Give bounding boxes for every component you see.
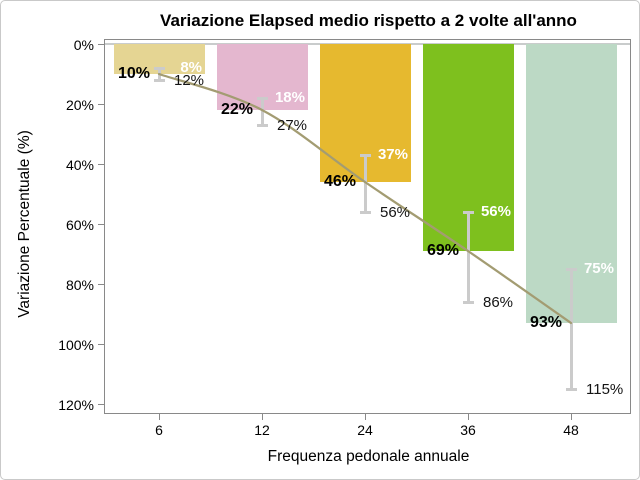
y-tick-mark — [98, 224, 104, 225]
x-tick-mark — [261, 414, 263, 420]
mean-label: 22% — [220, 101, 253, 118]
lower-error-label: 56% — [380, 204, 411, 221]
y-axis-title-text: Variazione Percentuale (%) — [16, 130, 33, 318]
y-tick-mark — [98, 284, 104, 285]
x-tick-label: 6 — [155, 422, 163, 438]
trend-line-path — [157, 72, 573, 325]
y-tick-label: 100% — [58, 337, 94, 353]
x-tick-label: 36 — [460, 422, 476, 438]
x-tick-mark — [570, 414, 572, 420]
error-bar-bottom-cap — [256, 123, 268, 127]
x-tick-label: 12 — [254, 422, 270, 438]
x-axis-title: Frequenza pedonale annuale — [267, 448, 470, 465]
error-bar-top-cap — [359, 153, 371, 157]
x-tick-mark — [364, 414, 366, 420]
y-tick-mark — [98, 344, 104, 345]
lower-error-label: 12% — [174, 72, 205, 89]
x-tick-mark — [158, 414, 160, 420]
chart-title: Variazione Elapsed medio rispetto a 2 vo… — [160, 11, 577, 30]
error-bar-bottom-cap — [153, 78, 165, 82]
mean-label: 46% — [323, 173, 356, 190]
error-bar-bottom-cap — [565, 387, 577, 391]
error-bar-top-cap — [565, 267, 577, 271]
y-tick-mark — [98, 44, 104, 45]
lower-error-label: 86% — [483, 294, 514, 311]
error-bar-stem — [569, 269, 573, 389]
upper-error-label: 56% — [480, 203, 511, 220]
y-tick-label: 60% — [65, 217, 94, 233]
upper-error-label: 18% — [274, 89, 305, 106]
mean-label: 69% — [426, 242, 459, 259]
error-bar-top-cap — [256, 96, 268, 100]
upper-error-label: 37% — [377, 146, 408, 163]
upper-error-label: 75% — [583, 260, 614, 277]
x-axis-ticks: 6 12 24 36 48 — [105, 40, 630, 438]
plot-area: 10% 8% 12% 22% 18% 27% 46% 37% 56% 69% 56% 86% 93% 75… — [58, 37, 631, 438]
mean-label: 10% — [117, 65, 150, 82]
value-labels-layer: 10% 8% 12% 22% 18% 27% 46% 37% 56% 69% 56% 86% 93% 75… — [105, 40, 630, 413]
y-tick-label: 0% — [73, 37, 94, 53]
error-bar-stem — [466, 212, 470, 302]
error-bar-top-cap — [153, 66, 165, 70]
x-tick-label: 48 — [563, 422, 579, 438]
error-bar-top-cap — [462, 210, 474, 214]
error-bar-stem — [260, 98, 264, 125]
x-tick-mark — [467, 414, 469, 420]
error-bar-bottom-cap — [462, 300, 474, 304]
error-bar-bottom-cap — [359, 210, 371, 214]
error-bar-stem — [363, 155, 367, 212]
y-axis-ticks: 0% 20% 40% 60% 80% 100% 120% — [58, 37, 630, 413]
y-tick-mark — [98, 404, 104, 405]
y-tick-mark — [98, 104, 104, 105]
mean-label: 93% — [529, 314, 562, 331]
upper-error-label: 8% — [180, 59, 202, 76]
lower-error-label: 27% — [277, 117, 308, 134]
y-tick-mark — [98, 164, 104, 165]
trend-line — [157, 72, 573, 325]
x-tick-label: 24 — [357, 422, 373, 438]
lower-error-label: 115% — [586, 381, 624, 398]
y-tick-label: 20% — [65, 97, 94, 113]
y-tick-label: 40% — [65, 157, 94, 173]
y-tick-label: 120% — [58, 397, 94, 413]
y-tick-label: 80% — [65, 277, 94, 293]
